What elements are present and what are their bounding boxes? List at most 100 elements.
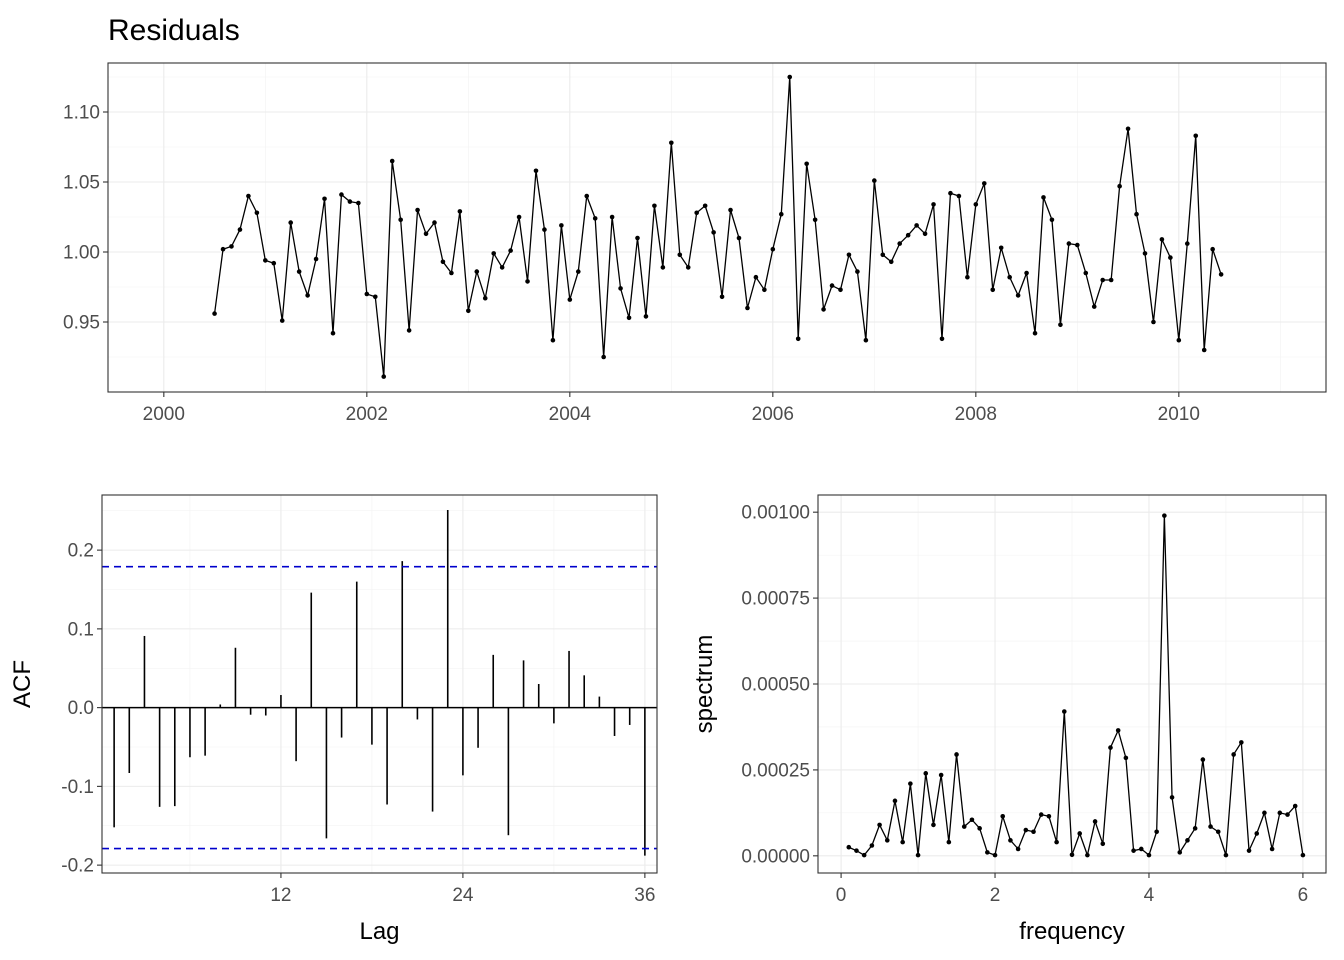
residual-point (398, 217, 403, 223)
spectrum-series-line (848, 515, 1304, 858)
residual-point (533, 168, 539, 174)
x-tick-label: 2004 (549, 404, 592, 425)
residual-point (1058, 322, 1063, 328)
residual-point (508, 248, 513, 253)
residual-point (449, 270, 454, 276)
residual-point (821, 307, 826, 312)
spectrum-point (1123, 755, 1129, 761)
residual-point (880, 252, 886, 258)
spectrum-point (1146, 852, 1152, 858)
spectrum-point (1185, 838, 1190, 843)
residual-point (753, 274, 759, 280)
spectrum-point (1246, 848, 1252, 853)
residual-point (440, 259, 446, 265)
residual-point (770, 246, 776, 252)
residual-point (466, 308, 471, 314)
residual-point (482, 295, 488, 301)
residual-point (457, 209, 463, 214)
residual-point (1049, 217, 1055, 223)
residual-point (795, 336, 801, 342)
residual-point (939, 336, 945, 342)
x-tick-label: 0 (836, 885, 847, 906)
residual-point (1159, 237, 1165, 242)
spectrum-point (908, 781, 913, 786)
spectrum-point (854, 848, 859, 853)
residual-point (728, 207, 733, 213)
spectrum-point (1092, 819, 1098, 824)
residual-point (635, 235, 640, 241)
spectrum-point (1062, 709, 1067, 714)
y-tick-label: -0.1 (61, 777, 94, 798)
residual-point (778, 211, 784, 217)
spectrum-point (977, 826, 982, 831)
residual-point (1108, 277, 1114, 283)
spectrum-point (1200, 757, 1206, 762)
panel-border (107, 62, 1327, 393)
residual-point (998, 245, 1004, 251)
y-tick-label: 1.00 (63, 243, 100, 264)
spectrum-point (992, 852, 998, 858)
y-tick-label: 0.95 (63, 313, 100, 334)
y-tick-label: 1.10 (63, 103, 100, 124)
residual-point (1176, 337, 1182, 343)
spectrum-point (1131, 848, 1136, 853)
residual-point (525, 279, 530, 284)
residual-point (1066, 241, 1072, 246)
residual-point (965, 274, 970, 280)
residual-point (406, 328, 412, 333)
residual-point (948, 190, 953, 196)
residual-point (364, 291, 370, 297)
spectrum-point (1038, 812, 1044, 817)
residual-point (229, 244, 234, 249)
residual-point (263, 258, 268, 263)
residual-point (931, 202, 936, 207)
residual-point (542, 227, 547, 232)
spectrum-point (1115, 728, 1121, 733)
x-tick-label: 2008 (955, 404, 997, 425)
x-tick-label: 6 (1298, 885, 1309, 906)
residual-point (254, 210, 260, 216)
residual-point (888, 259, 894, 265)
residual-point (330, 330, 336, 336)
residual-point (1134, 211, 1139, 217)
residual-point (956, 193, 962, 199)
spectrum-point (1000, 814, 1006, 819)
residual-point (711, 230, 716, 235)
spectrum-point (1231, 752, 1236, 757)
spectrum-point (923, 771, 929, 776)
spectrum-point (1046, 814, 1052, 819)
residual-point (1218, 272, 1224, 277)
spectrum-point (1108, 745, 1113, 750)
residual-point (516, 214, 522, 220)
spectrum-point (1138, 846, 1144, 852)
spectrum-point (1223, 852, 1229, 858)
residual-point (491, 251, 497, 256)
residual-point (313, 256, 319, 262)
residual-point (550, 337, 556, 343)
y-axis-title: spectrum (691, 635, 718, 734)
spectrum-point (1208, 824, 1213, 829)
spectrum-point (1277, 810, 1283, 816)
residual-point (812, 217, 818, 223)
residual-point (660, 265, 666, 270)
residual-point (1117, 183, 1122, 189)
residual-point (220, 246, 226, 252)
y-tick-label: -0.2 (61, 856, 94, 877)
residual-point (1210, 246, 1215, 252)
residual-point (305, 293, 310, 298)
residual-point (618, 286, 623, 291)
spectrum-point (969, 817, 975, 823)
residual-point (643, 314, 649, 319)
residual-point (415, 207, 420, 213)
spectrum-panel: 0.00000 0.00025 0.00050 0.00075 0.00100 0 2 4 6 f… (691, 494, 1327, 945)
residual-point (669, 140, 674, 146)
x-tick-label: 4 (1144, 885, 1155, 906)
spectrum-point (1169, 795, 1175, 800)
spectrum-point (1077, 831, 1082, 836)
residual-point (736, 235, 742, 241)
residual-point (922, 231, 928, 237)
y-tick-label: 1.05 (63, 173, 100, 194)
residual-point (652, 203, 657, 209)
spectrum-point (1031, 829, 1036, 835)
spectrum-point (1054, 839, 1059, 845)
